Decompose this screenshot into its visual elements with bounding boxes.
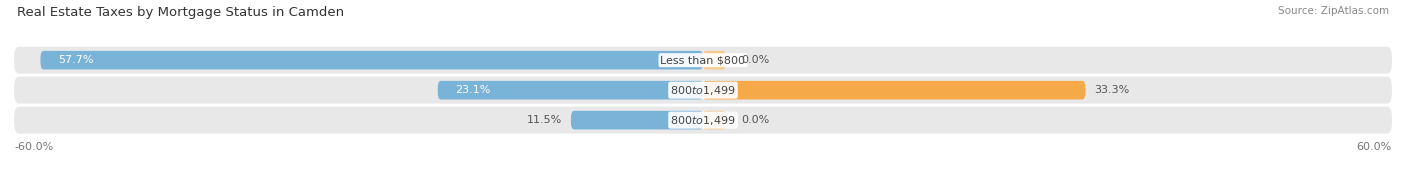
FancyBboxPatch shape — [703, 81, 1085, 99]
Text: 23.1%: 23.1% — [456, 85, 491, 95]
Text: 60.0%: 60.0% — [1357, 142, 1392, 152]
FancyBboxPatch shape — [437, 81, 703, 99]
Text: Source: ZipAtlas.com: Source: ZipAtlas.com — [1278, 6, 1389, 16]
Text: 57.7%: 57.7% — [58, 55, 93, 65]
Text: $800 to $1,499: $800 to $1,499 — [671, 84, 735, 97]
FancyBboxPatch shape — [41, 51, 703, 69]
Text: 33.3%: 33.3% — [1094, 85, 1130, 95]
FancyBboxPatch shape — [571, 111, 703, 129]
FancyBboxPatch shape — [703, 51, 725, 69]
FancyBboxPatch shape — [14, 47, 1392, 74]
Text: 0.0%: 0.0% — [741, 115, 769, 125]
FancyBboxPatch shape — [703, 111, 725, 129]
Text: 0.0%: 0.0% — [741, 55, 769, 65]
Text: 11.5%: 11.5% — [526, 115, 562, 125]
Text: $800 to $1,499: $800 to $1,499 — [671, 114, 735, 127]
Text: Less than $800: Less than $800 — [661, 55, 745, 65]
FancyBboxPatch shape — [14, 107, 1392, 134]
FancyBboxPatch shape — [14, 77, 1392, 104]
Text: -60.0%: -60.0% — [14, 142, 53, 152]
Text: Real Estate Taxes by Mortgage Status in Camden: Real Estate Taxes by Mortgage Status in … — [17, 6, 344, 19]
